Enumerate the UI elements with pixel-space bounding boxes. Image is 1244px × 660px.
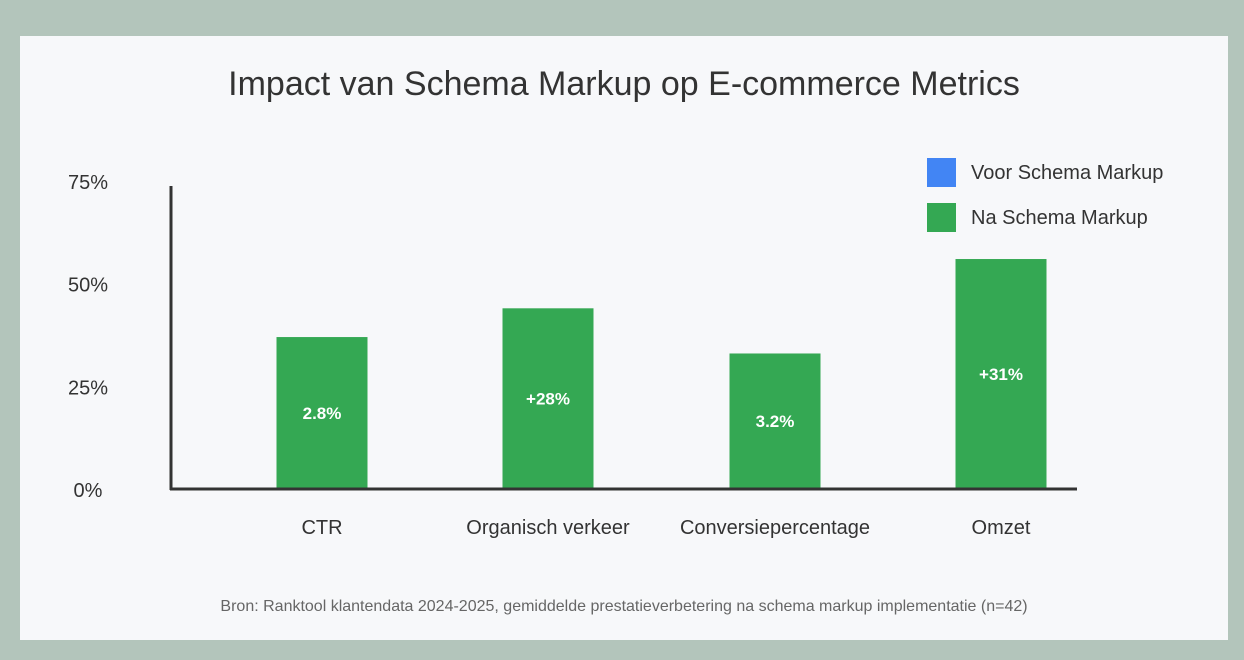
x-tick-label: Conversiepercentage: [680, 517, 870, 539]
chart-card: Impact van Schema Markup op E-commerce M…: [20, 36, 1228, 640]
y-axis-ticks: 0% 25% 50% 75%: [68, 172, 108, 502]
y-tick-label: 25%: [68, 377, 108, 399]
y-tick-label: 50%: [68, 275, 108, 297]
bars: [276, 259, 1047, 489]
legend: Voor Schema Markup Na Schema Markup: [927, 158, 1163, 232]
y-tick-label: 75%: [68, 172, 108, 194]
bar-value-label: 2.8%: [303, 404, 342, 423]
bar-na: [955, 259, 1047, 489]
legend-swatch-na: [927, 203, 956, 232]
bar-na: [502, 308, 594, 489]
y-tick-label: 0%: [74, 480, 103, 502]
x-tick-label: Omzet: [972, 517, 1031, 539]
bar-value-label: +31%: [979, 365, 1023, 384]
legend-swatch-voor: [927, 158, 956, 187]
bar-na: [276, 337, 368, 489]
legend-label-na: Na Schema Markup: [971, 207, 1148, 229]
bar-value-label: +28%: [526, 390, 570, 409]
x-tick-label: CTR: [301, 517, 342, 539]
bar-na: [729, 353, 821, 489]
bar-chart: Impact van Schema Markup op E-commerce M…: [68, 65, 1163, 615]
x-axis-ticks: CTR Organisch verkeer Conversiepercentage O…: [301, 517, 1030, 539]
chart-title: Impact van Schema Markup op E-commerce M…: [228, 65, 1020, 103]
legend-label-voor: Voor Schema Markup: [971, 162, 1163, 184]
source-note: Bron: Ranktool klantendata 2024-2025, ge…: [220, 598, 1027, 615]
bar-value-label: 3.2%: [756, 412, 795, 431]
x-tick-label: Organisch verkeer: [466, 517, 630, 539]
bar-value-labels: 2.8% +28% 3.2% +31%: [303, 365, 1023, 431]
